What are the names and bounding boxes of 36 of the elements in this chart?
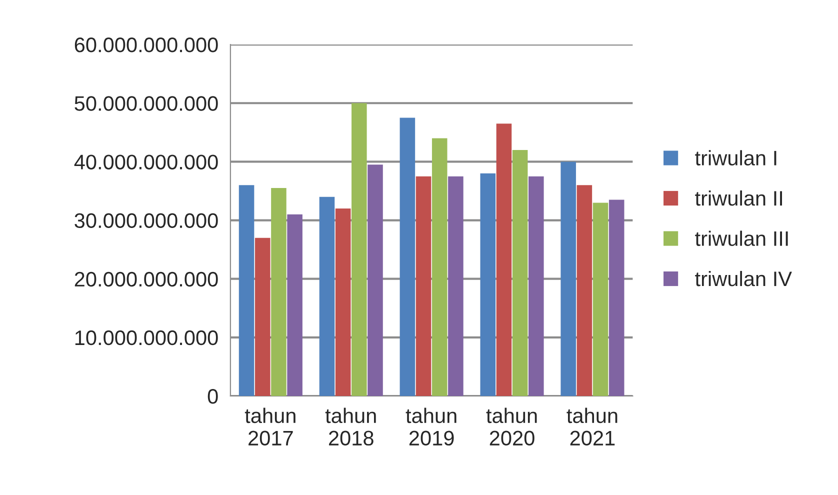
bar — [432, 138, 448, 396]
x-tick-label: tahun 2018 — [325, 408, 376, 446]
bar — [271, 188, 286, 396]
bar — [416, 176, 432, 396]
bar — [480, 173, 496, 396]
legend-label: triwulan I — [695, 150, 776, 166]
bar — [512, 150, 528, 396]
bar — [528, 176, 544, 396]
y-tick-label: 30.000.000.000 — [74, 213, 218, 228]
bar — [560, 162, 576, 396]
bar — [335, 208, 351, 396]
legend-label: triwulan IV — [695, 270, 792, 286]
bar — [368, 164, 383, 396]
x-tick-label: tahun 2017 — [244, 408, 296, 446]
bar — [319, 196, 335, 396]
legend-label: triwulan III — [695, 230, 788, 246]
y-tick-label: 40.000.000.000 — [74, 154, 218, 170]
bar — [287, 214, 302, 396]
y-tick-label: 0 — [208, 389, 218, 404]
y-tick-label: 10.000.000.000 — [75, 330, 218, 346]
x-tick-label: tahun 2019 — [406, 408, 456, 446]
legend-label: triwulan II — [695, 190, 782, 206]
bar — [448, 176, 464, 396]
bar — [238, 185, 254, 396]
y-tick-label: 20.000.000.000 — [74, 272, 218, 287]
bar — [352, 103, 367, 396]
y-tick-label: 60.000.000.000 — [74, 38, 218, 52]
bar — [608, 200, 624, 396]
bar — [496, 124, 512, 396]
bar — [576, 185, 592, 396]
x-tick-label: tahun 2020 — [486, 408, 537, 446]
y-tick-label: 50.000.000.000 — [74, 96, 218, 111]
bar — [400, 118, 416, 396]
x-tick-label: tahun 2021 — [566, 408, 618, 446]
bar — [254, 238, 270, 396]
bar — [592, 202, 608, 396]
